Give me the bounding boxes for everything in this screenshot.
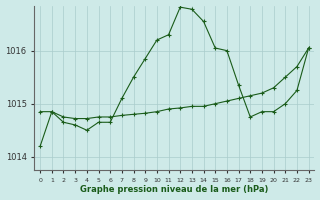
X-axis label: Graphe pression niveau de la mer (hPa): Graphe pression niveau de la mer (hPa) xyxy=(80,185,268,194)
